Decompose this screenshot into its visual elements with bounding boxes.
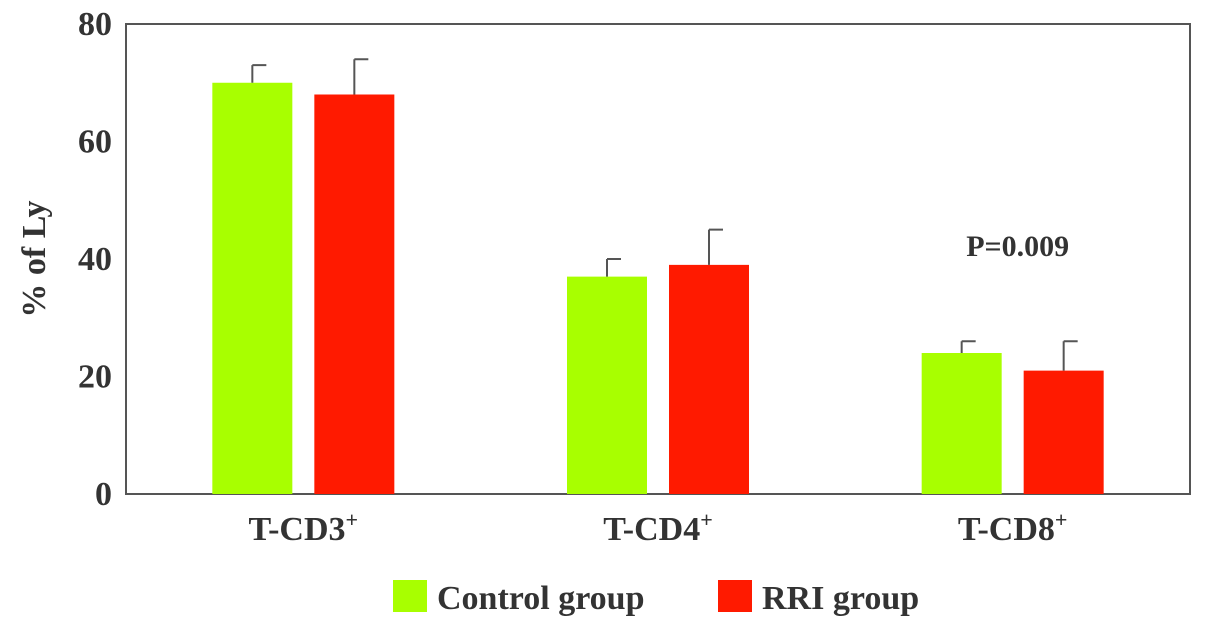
x-tick-label: T-CD4+ <box>603 507 713 548</box>
x-tick-label-superscript: + <box>700 507 713 532</box>
x-tick-label-superscript: + <box>346 507 359 532</box>
plot-frame <box>125 23 1191 495</box>
x-tick-label: T-CD3+ <box>249 507 359 548</box>
y-tick-label: 80 <box>78 6 112 43</box>
x-tick-label-text: T-CD4 <box>603 511 700 548</box>
bars-group <box>212 82 1104 494</box>
y-axis: 0 20 40 60 80 <box>78 6 112 513</box>
bar <box>921 353 1002 494</box>
legend-label-control: Control group <box>437 580 645 617</box>
y-axis-label: % of Ly <box>16 200 53 317</box>
bar <box>314 94 395 494</box>
legend: Control group RRI group <box>393 580 919 617</box>
bar <box>567 276 647 494</box>
annotations-group: P=0.009 <box>966 230 1069 263</box>
y-tick-label: 0 <box>95 476 112 513</box>
bar <box>1023 370 1104 494</box>
x-tick-label-superscript: + <box>1055 507 1068 532</box>
error-bars-group <box>251 58 1078 371</box>
x-tick-label-text: T-CD3 <box>249 511 346 548</box>
x-axis: T-CD3+ T-CD4+ T-CD8+ <box>249 507 1068 548</box>
bar <box>669 264 749 494</box>
legend-swatch-control <box>393 580 427 612</box>
bar <box>212 82 293 494</box>
x-tick-label-text: T-CD8 <box>958 511 1055 548</box>
x-tick-label: T-CD8+ <box>958 507 1068 548</box>
y-tick-label: 40 <box>78 241 112 278</box>
legend-label-rri: RRI group <box>762 580 919 617</box>
legend-swatch-rri <box>718 580 752 612</box>
y-tick-label: 60 <box>78 124 112 161</box>
y-tick-label: 20 <box>78 359 112 396</box>
p-value-annotation: P=0.009 <box>966 230 1069 263</box>
